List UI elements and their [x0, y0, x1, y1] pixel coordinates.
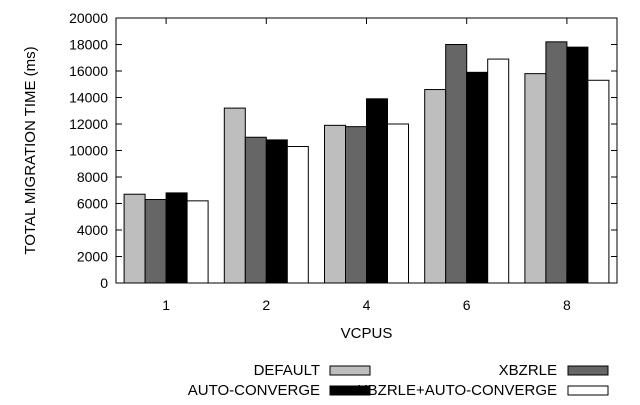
- legend-label: AUTO-CONVERGE: [188, 382, 320, 399]
- y-axis: 0 2000 4000 6000 8000 10000 12000 14000 16000 180…: [69, 10, 617, 291]
- bar-auto-converge-8: [566, 46, 589, 284]
- bar-default-2: [223, 107, 246, 284]
- legend-swatch: [567, 385, 609, 396]
- legend-label: XBZRLE: [499, 362, 557, 379]
- x-tick-label: 4: [363, 297, 371, 313]
- y-tick-label: 18000: [69, 37, 108, 53]
- x-axis: 1 2 4 6 8: [162, 18, 571, 313]
- bar-default-4: [324, 124, 346, 284]
- bar-default-8: [524, 73, 547, 284]
- y-tick-label: 6000: [77, 196, 108, 212]
- bar-xbzrle-8: [545, 41, 568, 284]
- y-tick-label: 4000: [77, 222, 108, 238]
- bar-xbzrle-auto-converge-8: [587, 79, 610, 284]
- y-axis-title: TOTAL MIGRATION TIME (ms): [22, 46, 39, 254]
- y-tick-label: 16000: [69, 63, 108, 79]
- bar-auto-converge-1: [165, 192, 188, 284]
- bar-xbzrle-1: [144, 199, 167, 284]
- legend-label: XBZRLE+AUTO-CONVERGE: [358, 382, 557, 399]
- bar-xbzrle-auto-converge-1: [186, 200, 209, 284]
- y-tick-label: 14000: [69, 90, 108, 106]
- y-tick-label: 0: [100, 275, 108, 291]
- x-axis-title: VCPUS: [341, 325, 393, 342]
- bar-auto-converge-6: [466, 71, 489, 284]
- bar-xbzrle-auto-converge-4: [387, 123, 409, 284]
- legend-label: DEFAULT: [254, 362, 320, 379]
- bar-auto-converge-2: [265, 139, 288, 284]
- bar-xbzrle-auto-converge-6: [487, 58, 510, 284]
- bar-auto-converge-4: [366, 98, 388, 284]
- x-tick-label: 6: [463, 297, 471, 313]
- bar-xbzrle-6: [445, 44, 468, 284]
- legend-swatch: [329, 385, 371, 396]
- y-tick-label: 12000: [69, 116, 108, 132]
- bar-default-6: [424, 89, 447, 284]
- y-tick-label: 10000: [69, 143, 108, 159]
- y-tick-label: 20000: [69, 10, 108, 26]
- bar-default-1: [123, 193, 146, 284]
- bar-xbzrle-4: [345, 126, 367, 284]
- y-tick-label: 2000: [77, 249, 108, 265]
- legend-swatch: [567, 365, 609, 376]
- bars-layer: [123, 41, 610, 284]
- x-tick-label: 8: [563, 297, 571, 313]
- bar-xbzrle-auto-converge-2: [286, 146, 309, 284]
- legend: DEFAULT XBZRLE AUTO-CONVERGE XBZRLE+AUTO-CO…: [188, 362, 609, 399]
- bar-xbzrle-2: [244, 136, 267, 284]
- x-tick-label: 1: [162, 297, 170, 313]
- legend-swatch: [329, 365, 371, 376]
- x-tick-label: 2: [262, 297, 270, 313]
- y-tick-label: 8000: [77, 169, 108, 185]
